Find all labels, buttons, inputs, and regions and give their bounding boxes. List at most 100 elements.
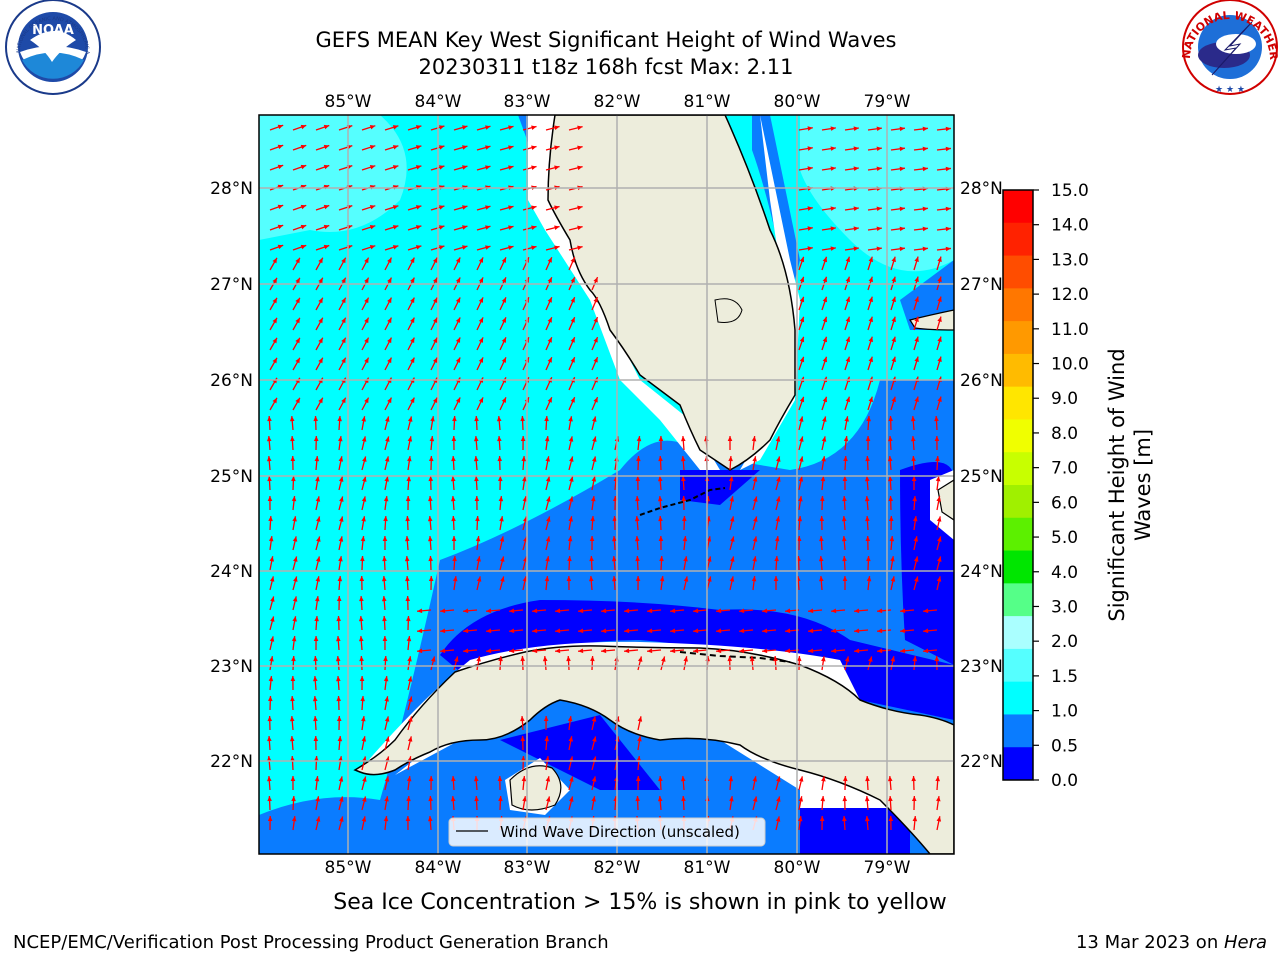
map-tick-labels: 85°W 85°W 84°W 84°W 83°W 83°W 82°W 82°W 81°W 81°W… <box>210 92 1003 878</box>
wave-direction-arrow <box>775 496 781 511</box>
wave-direction-arrow <box>383 655 388 671</box>
wave-direction-arrow <box>751 436 757 451</box>
wave-direction-arrow <box>545 256 553 271</box>
wave-direction-arrow <box>842 495 847 511</box>
wave-direction-arrow <box>361 516 366 531</box>
wave-direction-arrow <box>430 257 438 271</box>
wave-direction-arrow <box>315 536 321 551</box>
wave-direction-arrow <box>450 475 456 491</box>
colorbar-segment <box>1003 222 1033 257</box>
wave-direction-arrow <box>821 776 826 791</box>
wave-direction-arrow <box>407 337 415 351</box>
wave-direction-arrow <box>407 125 422 131</box>
wave-direction-arrow <box>568 245 583 251</box>
wave-direction-arrow <box>407 165 422 171</box>
wave-direction-arrow <box>406 776 412 791</box>
wave-direction-arrow <box>865 535 871 551</box>
wave-direction-arrow <box>291 655 296 671</box>
wave-direction-arrow <box>680 455 686 471</box>
wave-direction-arrow <box>922 648 938 654</box>
lat-tick-label: 25°N <box>960 467 1003 487</box>
wave-direction-arrow <box>890 296 896 311</box>
wave-direction-arrow <box>384 145 399 151</box>
wave-direction-arrow <box>669 608 685 614</box>
wave-direction-arrow <box>407 205 422 211</box>
wave-direction-arrow <box>888 515 894 531</box>
wave-direction-arrow <box>292 257 301 271</box>
wave-direction-arrow <box>798 436 804 451</box>
wave-direction-arrow <box>577 608 593 614</box>
wave-direction-arrow <box>612 535 617 551</box>
wave-direction-arrow <box>659 555 664 571</box>
wave-direction-arrow <box>499 397 507 411</box>
wave-direction-arrow <box>416 648 432 654</box>
wave-direction-arrow <box>358 615 364 631</box>
wave-direction-arrow <box>843 436 849 451</box>
wave-direction-arrow <box>867 336 873 351</box>
wave-direction-arrow <box>634 535 640 551</box>
wave-direction-arrow <box>315 224 330 231</box>
wave-direction-arrow <box>338 476 344 491</box>
wave-direction-arrow <box>797 515 803 531</box>
wave-direction-arrow <box>899 628 915 634</box>
wave-direction-arrow <box>867 656 873 671</box>
wave-direction-arrow <box>439 648 455 654</box>
wave-direction-arrow <box>867 356 873 371</box>
wave-direction-arrow <box>864 815 870 831</box>
wave-direction-arrow <box>407 357 415 371</box>
wave-direction-arrow <box>407 716 413 731</box>
wave-direction-arrow <box>361 257 370 271</box>
wave-direction-arrow <box>657 475 663 491</box>
wave-direction-arrow <box>577 628 593 634</box>
wave-direction-arrow <box>775 476 781 491</box>
wave-direction-arrow <box>429 436 435 451</box>
wave-direction-arrow <box>692 608 708 614</box>
wave-direction-arrow <box>568 516 573 531</box>
wave-direction-arrow <box>568 296 576 311</box>
wave-direction-arrow <box>292 124 307 131</box>
wave-direction-arrow <box>911 475 917 491</box>
wave-direction-arrow <box>292 337 301 351</box>
wave-direction-arrow <box>361 736 367 751</box>
lat-tick-label: 23°N <box>210 657 253 677</box>
wave-direction-arrow <box>314 755 319 771</box>
wave-direction-arrow <box>867 396 873 411</box>
wave-direction-arrow <box>936 536 942 551</box>
lat-tick-label: 22°N <box>210 752 253 772</box>
wave-direction-arrow <box>406 795 411 811</box>
wave-direction-arrow <box>844 316 851 331</box>
wave-direction-arrow <box>382 635 388 651</box>
wave-direction-arrow <box>508 608 524 614</box>
wave-direction-arrow <box>453 337 461 351</box>
wave-direction-arrow <box>646 628 662 634</box>
wave-direction-arrow <box>934 435 940 451</box>
wave-direction-arrow <box>934 655 940 671</box>
wave-direction-arrow <box>635 495 640 511</box>
wave-direction-arrow <box>646 648 662 654</box>
wave-direction-arrow <box>453 145 468 151</box>
colorbar-segment <box>1003 419 1033 453</box>
wave-direction-arrow <box>544 415 549 431</box>
wave-direction-arrow <box>545 125 560 131</box>
wave-direction-arrow <box>798 336 805 351</box>
wave-direction-arrow <box>876 608 892 614</box>
wave-direction-arrow <box>727 435 733 451</box>
wave-direction-arrow <box>359 655 364 671</box>
wave-direction-arrow <box>864 475 870 491</box>
colorbar-frame <box>1002 189 1034 781</box>
wave-direction-arrow <box>292 204 307 211</box>
wave-direction-arrow <box>381 575 387 591</box>
wave-direction-arrow <box>544 576 550 591</box>
wave-direction-arrow <box>269 337 278 351</box>
wave-band-0-keys <box>680 470 760 505</box>
wave-direction-arrow <box>499 225 514 231</box>
wave-direction-arrow <box>384 397 393 411</box>
colorbar-segment <box>1003 681 1033 715</box>
wave-direction-arrow <box>405 575 410 591</box>
wave-direction-arrow <box>588 575 594 591</box>
wave-direction-arrow <box>729 536 735 551</box>
wave-direction-arrow <box>775 436 781 451</box>
wave-direction-arrow <box>669 628 685 634</box>
wave-direction-arrow <box>844 246 859 251</box>
wave-direction-arrow <box>291 816 297 831</box>
